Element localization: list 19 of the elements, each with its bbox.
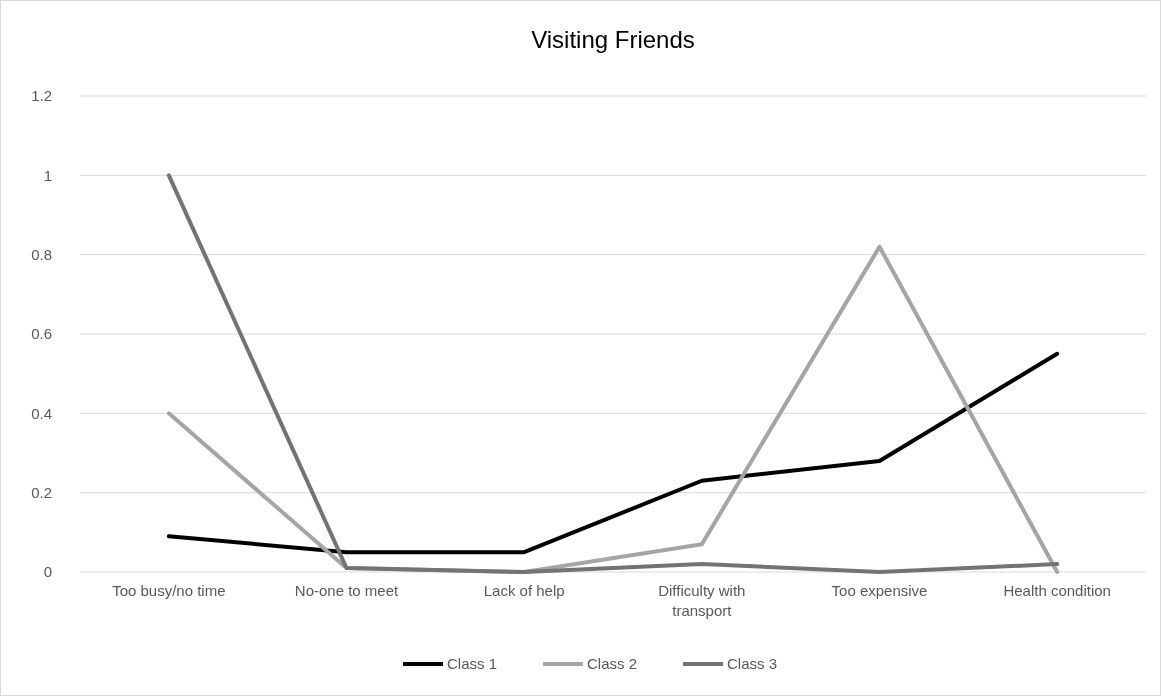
y-tick-label: 0.4 <box>31 404 52 422</box>
y-tick-label: 0.6 <box>31 325 52 343</box>
line-series <box>166 173 1060 574</box>
legend-label: Class 1 <box>447 655 498 673</box>
x-tick-label: Lack of help <box>483 582 565 599</box>
legend-label: Class 2 <box>587 655 638 673</box>
y-tick-label: 1 <box>43 166 52 184</box>
line-series <box>166 351 1060 555</box>
x-tick-label: Health condition <box>1003 582 1111 599</box>
y-tick-label: 0.8 <box>31 245 52 263</box>
chart-title: Visiting Friends <box>531 26 695 53</box>
y-tick-label: 0 <box>43 563 52 581</box>
x-tick-label: Difficulty with transport <box>658 582 746 619</box>
y-tick-label: 1.2 <box>31 87 52 105</box>
legend-label: Class 3 <box>727 655 778 673</box>
x-tick-label: Too busy/no time <box>112 582 226 599</box>
x-tick-label: No-one to meet <box>294 582 400 599</box>
x-tick-label: Too expensive <box>831 582 928 599</box>
y-tick-label: 0.2 <box>31 483 52 501</box>
